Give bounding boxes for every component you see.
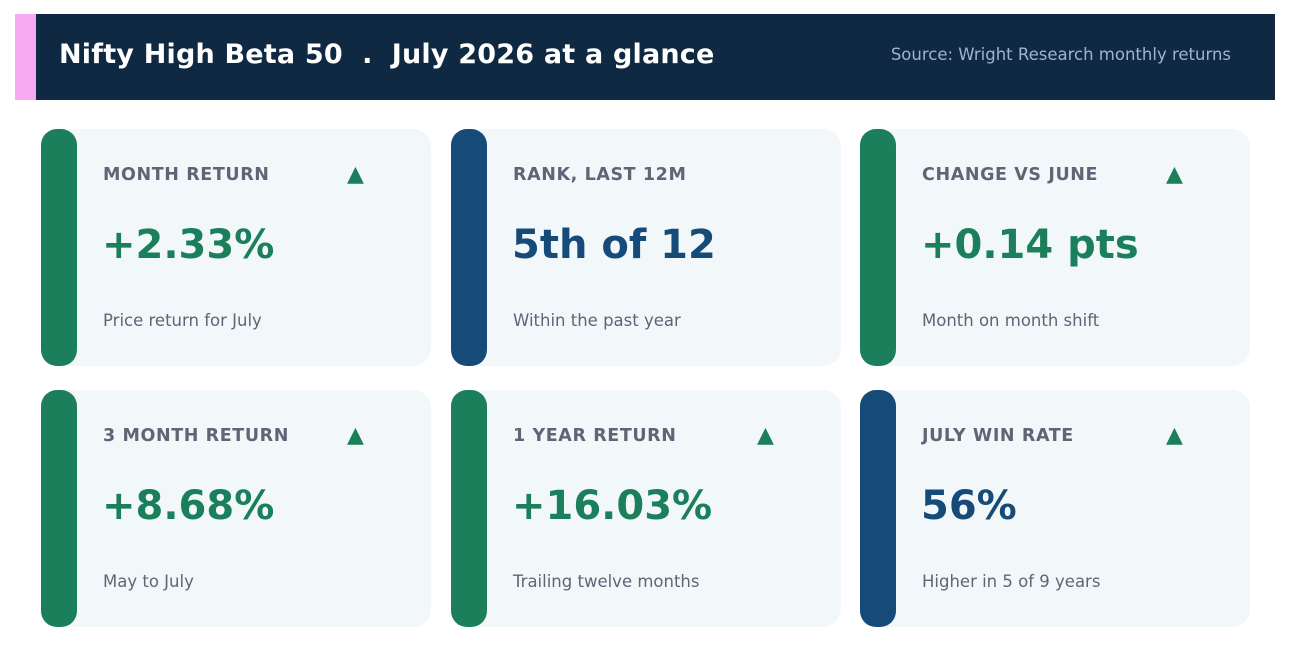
card-value: +0.14 pts: [921, 222, 1139, 268]
card-note: Price return for July: [103, 311, 262, 330]
card-note: Month on month shift: [922, 311, 1100, 330]
card-label: MONTH RETURN: [103, 165, 270, 185]
card-label: JULY WIN RATE: [922, 426, 1074, 446]
card-accent-bar: [41, 390, 77, 627]
card-accent-bar: [451, 129, 487, 366]
card-accent-bar: [451, 390, 487, 627]
up-arrow-icon: ▲: [757, 423, 774, 448]
source-note: Source: Wright Research monthly returns: [890, 45, 1231, 64]
header-banner: Nifty High Beta 50 . July 2026 at a glan…: [15, 14, 1275, 100]
up-arrow-icon: ▲: [347, 423, 364, 448]
card-label: 3 MONTH RETURN: [103, 426, 289, 446]
kpi-card-1-year-return: 1 YEAR RETURN ▲ +16.03% Trailing twelve …: [451, 390, 841, 627]
card-label: 1 YEAR RETURN: [513, 426, 677, 446]
kpi-card-rank-last-12m: RANK, LAST 12M 5th of 12 Within the past…: [451, 129, 841, 366]
card-label: CHANGE VS JUNE: [922, 165, 1099, 185]
page-title: Nifty High Beta 50 . July 2026 at a glan…: [59, 39, 715, 70]
card-value: +8.68%: [102, 483, 275, 529]
kpi-card-july-win-rate: JULY WIN RATE ▲ 56% Higher in 5 of 9 yea…: [860, 390, 1250, 627]
up-arrow-icon: ▲: [1166, 423, 1183, 448]
card-value: +16.03%: [512, 483, 713, 529]
card-note: Within the past year: [513, 311, 681, 330]
kpi-card-month-return: MONTH RETURN ▲ +2.33% Price return for J…: [41, 129, 431, 366]
card-accent-bar: [860, 129, 896, 366]
card-note: May to July: [103, 572, 194, 591]
card-note: Higher in 5 of 9 years: [922, 572, 1101, 591]
card-accent-bar: [41, 129, 77, 366]
kpi-card-change-vs-june: CHANGE VS JUNE ▲ +0.14 pts Month on mont…: [860, 129, 1250, 366]
card-value: +2.33%: [102, 222, 275, 268]
up-arrow-icon: ▲: [1166, 162, 1183, 187]
card-label: RANK, LAST 12M: [513, 165, 687, 185]
card-value: 5th of 12: [512, 222, 716, 268]
up-arrow-icon: ▲: [347, 162, 364, 187]
header-accent-bar: [15, 14, 36, 100]
card-value: 56%: [921, 483, 1017, 529]
card-note: Trailing twelve months: [513, 572, 700, 591]
card-accent-bar: [860, 390, 896, 627]
kpi-card-3-month-return: 3 MONTH RETURN ▲ +8.68% May to July: [41, 390, 431, 627]
